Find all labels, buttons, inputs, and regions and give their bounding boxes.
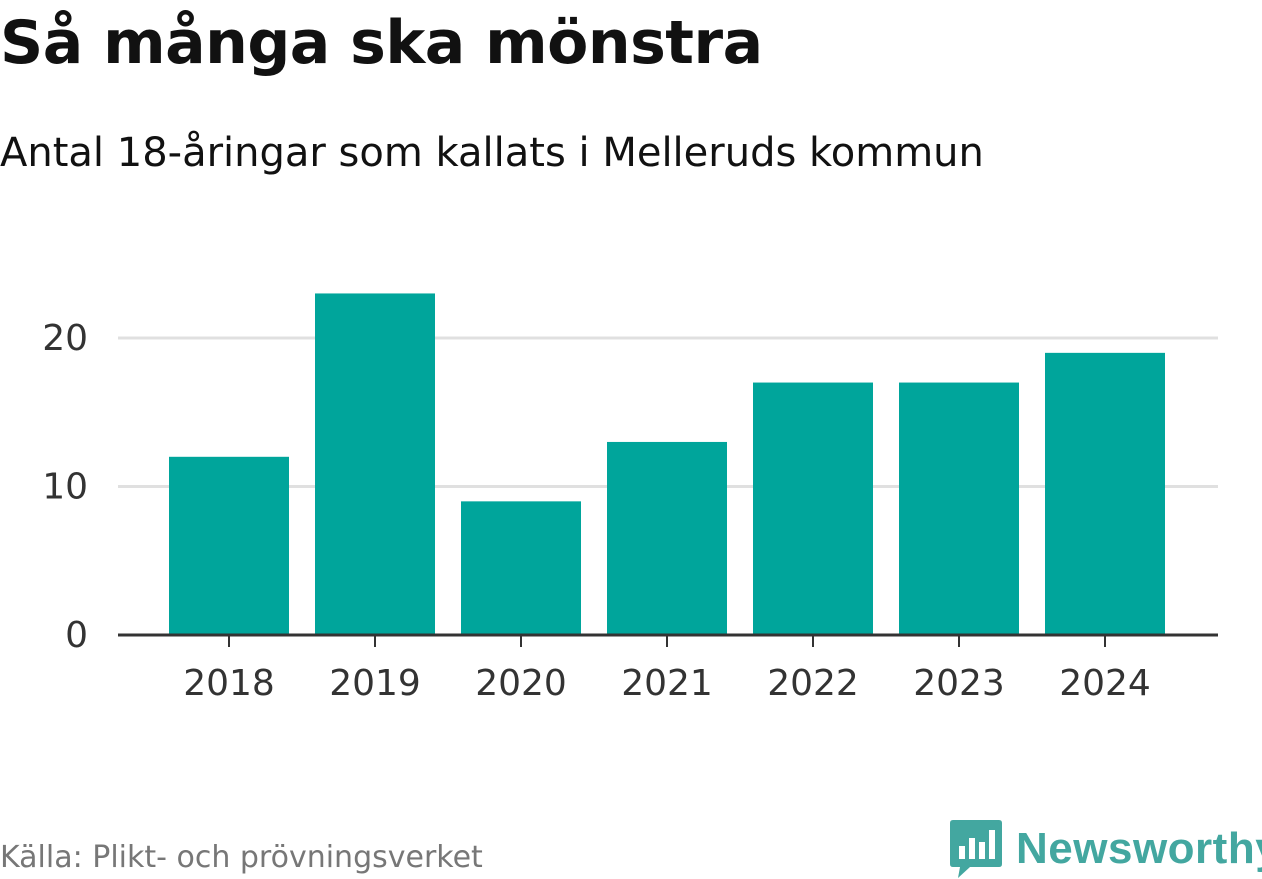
x-tick-label: 2021 [621,663,713,704]
bar-2020[interactable] [461,501,581,635]
chart-title: Så många ska mönstra [0,8,763,78]
bar-chart-speech-bubble-icon [950,820,1002,878]
bar-2022[interactable] [753,382,873,635]
bar-2018[interactable] [169,456,289,635]
x-tick-label: 2023 [913,663,1005,704]
y-tick-label: 0 [65,615,88,656]
source-note: Källa: Plikt- och prövningsverket [0,840,483,875]
bar-2021[interactable] [607,441,727,635]
bar-2023[interactable] [899,382,1019,635]
bar-2019[interactable] [315,293,435,635]
axes: 0 10 20 2018 2019 2020 2021 2022 2023 2024 [42,318,1218,704]
brand-name: Newsworthy [1016,824,1262,873]
x-tick-label: 2020 [475,663,567,704]
bar-2024[interactable] [1045,352,1165,635]
x-tick-label: 2022 [767,663,859,704]
bars [169,293,1165,635]
x-tick-label: 2019 [329,663,421,704]
brand-logo[interactable]: Newsworthy [950,820,1262,878]
y-tick-label: 20 [42,318,88,359]
x-tick-label: 2024 [1059,663,1151,704]
y-tick-label: 10 [42,467,88,508]
x-tick-label: 2018 [183,663,275,704]
chart-subtitle: Antal 18-åringar som kallats i Melleruds… [0,130,984,176]
